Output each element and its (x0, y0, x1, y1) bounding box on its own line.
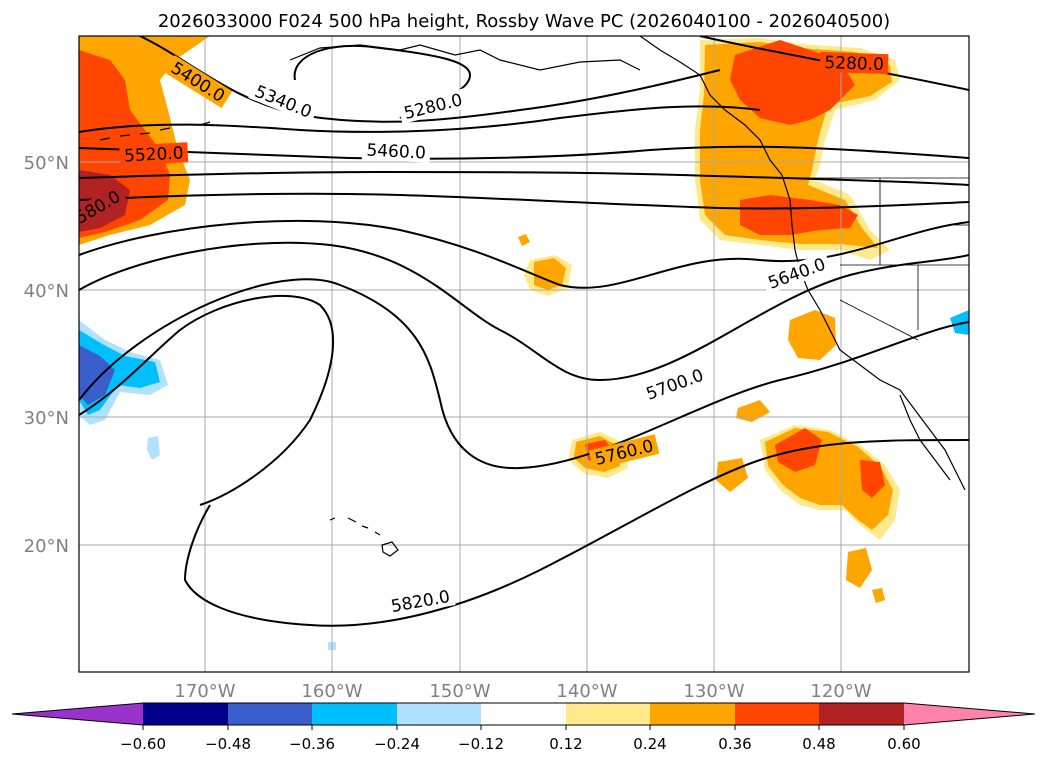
longitude-labels: 170°W 160°W 150°W 140°W 130°W 120°W (174, 681, 871, 702)
map-title: 2026033000 F024 500 hPa height, Rossby W… (158, 11, 890, 32)
lon-label: 150°W (429, 681, 490, 702)
colorbar-extend-low (12, 703, 143, 725)
anomaly-region-blob-2 (788, 310, 836, 360)
height-contours (79, 36, 969, 627)
colorbar-segment (228, 703, 312, 725)
lon-label: 170°W (174, 681, 235, 702)
colorbar-segment (312, 703, 397, 725)
lat-label: 30°N (24, 408, 69, 429)
colorbar-segment (397, 703, 481, 725)
colorbar-tick: −0.12 (458, 735, 504, 753)
lon-label: 160°W (301, 681, 362, 702)
contour-label: 5460.0 (366, 140, 426, 163)
colorbar-tick: 0.60 (887, 735, 920, 753)
anomaly-shading (79, 36, 969, 650)
colorbar-segment (650, 703, 735, 725)
contour-label: 5280.0 (824, 53, 884, 75)
colorbar-tick-labels: −0.60 −0.48 −0.36 −0.24 −0.12 0.12 0.24 … (120, 735, 921, 753)
contour-5580 (79, 192, 969, 210)
lat-label: 40°N (24, 281, 69, 302)
contour-5820-south (183, 439, 969, 627)
contour-5760 (79, 278, 969, 470)
colorbar-segment (819, 703, 904, 725)
colorbar-tick: −0.36 (289, 735, 335, 753)
colorbar-tick: 0.24 (633, 735, 666, 753)
contour-5400 (79, 105, 761, 133)
colorbar-tick: −0.60 (120, 735, 166, 753)
latitude-labels: 50°N 40°N 30°N 20°N (24, 153, 69, 557)
contour-5520 (79, 170, 969, 186)
lon-label: 120°W (810, 681, 871, 702)
islands (99, 121, 399, 557)
lon-label: 130°W (683, 681, 744, 702)
colorbar-extend-high (904, 703, 1035, 725)
lat-label: 50°N (24, 153, 69, 174)
colorbar-tick: 0.36 (718, 735, 751, 753)
contour-5700 (79, 241, 969, 382)
contour-label: 5520.0 (124, 143, 184, 166)
contour-5340 (139, 36, 721, 123)
aleutian-islands (99, 121, 211, 141)
lon-label: 140°W (556, 681, 617, 702)
colorbar-segment (481, 703, 566, 725)
colorbar-tick: −0.48 (205, 735, 251, 753)
lat-label: 20°N (24, 536, 69, 557)
hawaii-islands (329, 517, 399, 557)
colorbar: −0.60 −0.48 −0.36 −0.24 −0.12 0.12 0.24 … (11, 702, 1036, 753)
contour-5820 (79, 294, 334, 506)
map-background (79, 36, 969, 672)
colorbar-segment (735, 703, 819, 725)
map-frame (78, 35, 970, 673)
colorbar-segment (566, 703, 650, 725)
colorbar-tick: −0.24 (374, 735, 420, 753)
colorbar-segment (143, 703, 228, 725)
colorbar-tick: 0.12 (549, 735, 582, 753)
contour-5280-east (699, 36, 969, 91)
contour-5460 (79, 145, 969, 160)
contour-label-group: 5400.0 5340.0 5280.0 5280.0 5520.0 5460.… (79, 51, 889, 617)
colorbar-tick: 0.48 (802, 735, 835, 753)
